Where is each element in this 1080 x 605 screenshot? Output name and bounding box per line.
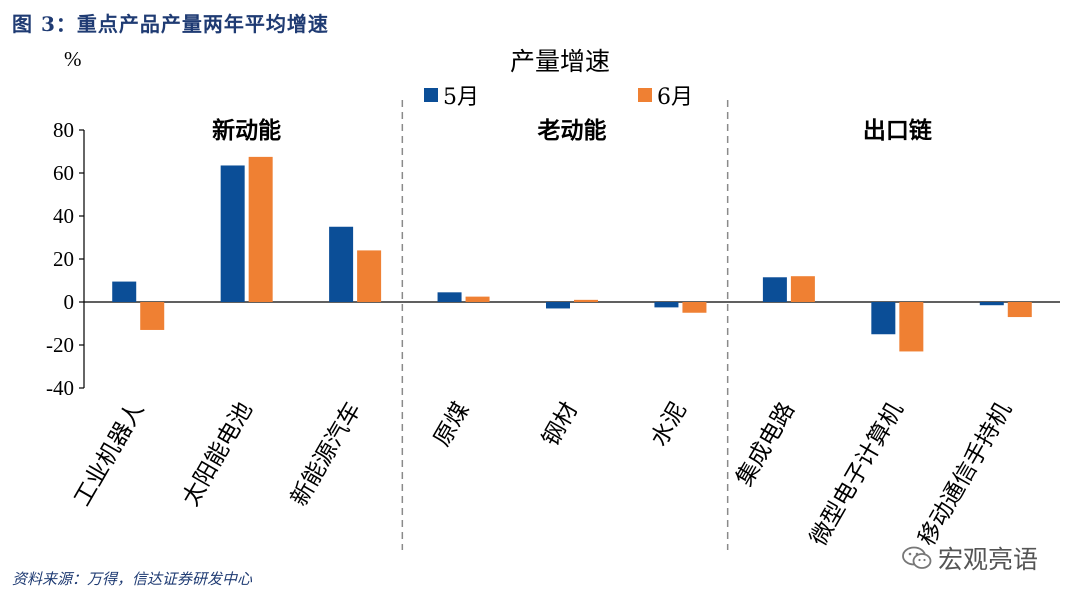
y-tick-label: -20 [46,333,74,357]
bar-6月-工业机器人 [140,302,165,330]
group-label: 出口链 [863,117,932,144]
bar-5月-钢材 [546,302,570,309]
y-tick-label: 40 [53,204,74,228]
group-label: 新动能 [212,117,281,144]
bar-5月-新能源汽车 [329,226,354,302]
y-unit-label: % [64,47,82,71]
bar-6月-新能源汽车 [357,250,382,302]
legend-label-6月: 6月 [657,85,693,110]
bar-6月-太阳能电池 [248,156,273,302]
category-label: 微型电子计算机 [806,398,909,550]
y-tick-label: -40 [46,376,74,400]
category-label: 钢材 [538,398,584,451]
category-label: 水泥 [646,398,692,451]
bar-6月-水泥 [682,302,707,313]
bar-5月-集成电路 [762,277,787,302]
chart-title: 产量增速 [510,47,610,76]
group-label: 老动能 [537,117,607,144]
bar-5月-微型电子计算机 [871,302,896,335]
category-label: 太阳能电池 [178,398,258,511]
bar-6月-移动通信手持机 [1007,302,1032,318]
bar-5月-水泥 [654,302,679,308]
category-label: 工业机器人 [69,398,149,511]
figure-title: 图 3：重点产品产量两年平均增速 [12,12,329,36]
bar-chart: % 产量增速 5月 6月 80 60 40 20 0 -20 -40 新动能 老动能 出口链工业… [46,47,1060,550]
bar-6月-原煤 [465,296,490,302]
bars [112,156,1032,352]
legend-swatch-6月 [638,88,652,102]
watermark: 宏观亮语 [902,540,1038,576]
category-label: 移动通信手持机 [914,398,1017,550]
legend-swatch-5月 [424,88,438,102]
y-tick-label: 80 [53,118,74,142]
category-label: 集成电路 [732,398,801,491]
legend-label-5月: 5月 [443,85,479,110]
legend: 5月 6月 [424,85,693,110]
y-tick-label: 0 [64,290,75,314]
y-tick-label: 60 [53,161,74,185]
watermark-text: 宏观亮语 [938,545,1039,574]
bar-5月-太阳能电池 [220,165,245,302]
y-tick-label: 20 [53,247,74,271]
bar-6月-集成电路 [790,276,815,302]
axes: 80 60 40 20 0 -20 -40 [46,100,1060,550]
wechat-icon [902,546,932,569]
bar-5月-原煤 [437,292,462,302]
bar-6月-钢材 [574,299,598,302]
bar-5月-移动通信手持机 [979,302,1004,306]
bar-5月-工业机器人 [112,281,137,302]
source-note: 资料来源：万得，信达证券研发中心 [12,570,253,588]
category-label: 新能源汽车 [286,398,366,511]
bar-6月-微型电子计算机 [899,302,924,352]
category-label: 原煤 [429,398,475,451]
